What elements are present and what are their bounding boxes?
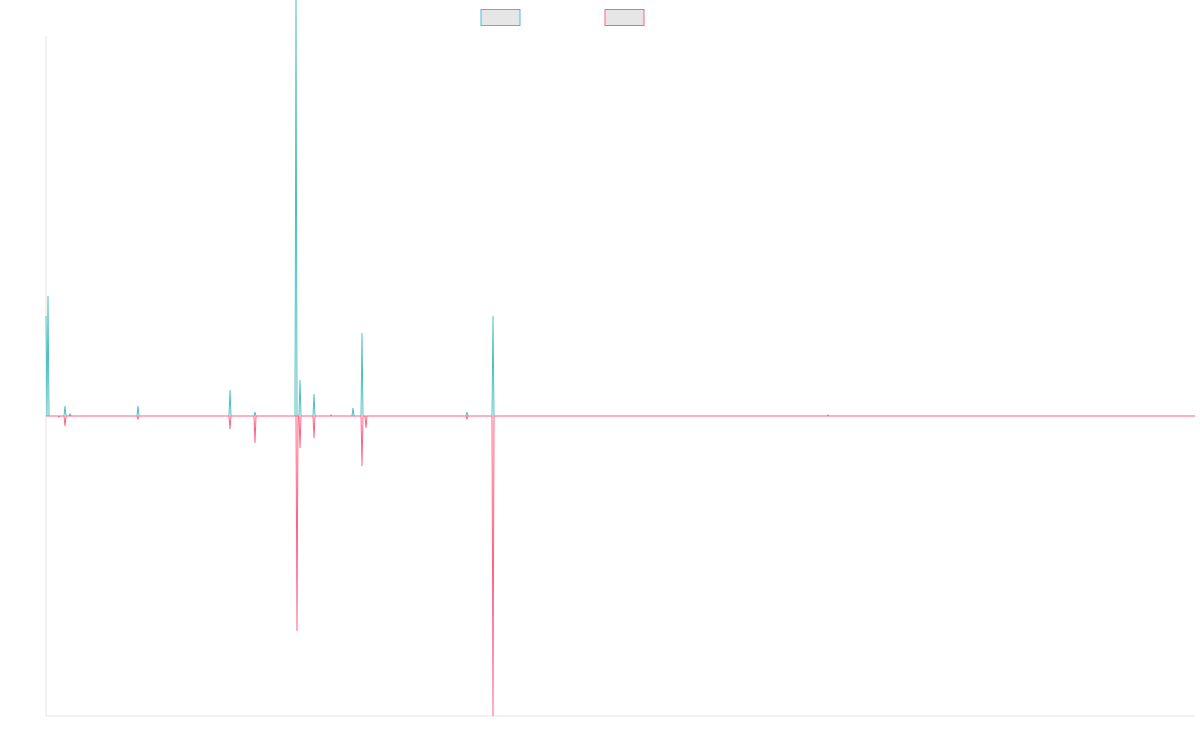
series-line-2	[46, 415, 1195, 717]
legend-swatch-1[interactable]	[480, 9, 521, 26]
legend-swatch-2[interactable]	[604, 9, 645, 26]
axes	[45, 36, 1195, 717]
legend	[480, 9, 645, 26]
series-line-1	[45, 0, 1195, 417]
series-layer	[45, 0, 1195, 717]
